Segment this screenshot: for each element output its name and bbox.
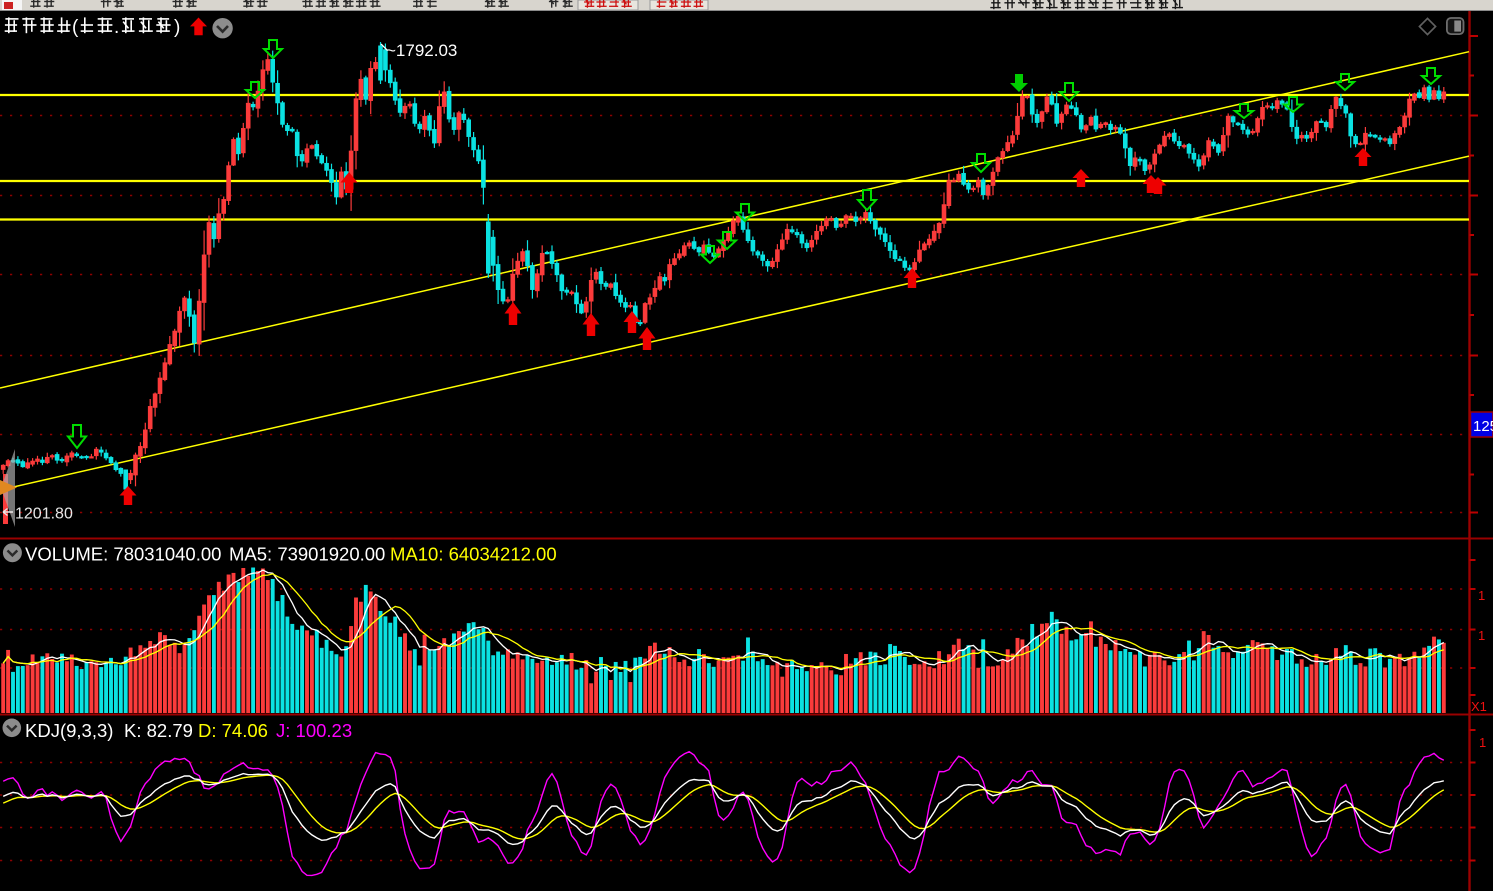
svg-text:(: ( <box>72 17 79 38</box>
svg-text:~1792.03: ~1792.03 <box>386 41 457 60</box>
svg-text:X1: X1 <box>1471 699 1487 714</box>
svg-text:1201.80: 1201.80 <box>15 506 73 523</box>
svg-text:1: 1 <box>1478 588 1485 603</box>
svg-text:.: . <box>114 17 119 38</box>
svg-text:1: 1 <box>1479 735 1486 750</box>
svg-text:1: 1 <box>1478 628 1485 643</box>
svg-text:125: 125 <box>1473 418 1493 435</box>
svg-text:KDJ(9,3,3)K: 82.79D: 74.06J: 1: KDJ(9,3,3) K: 82.79 D: 74.06 J: 100.23 <box>25 720 352 741</box>
svg-text:): ) <box>174 17 180 38</box>
